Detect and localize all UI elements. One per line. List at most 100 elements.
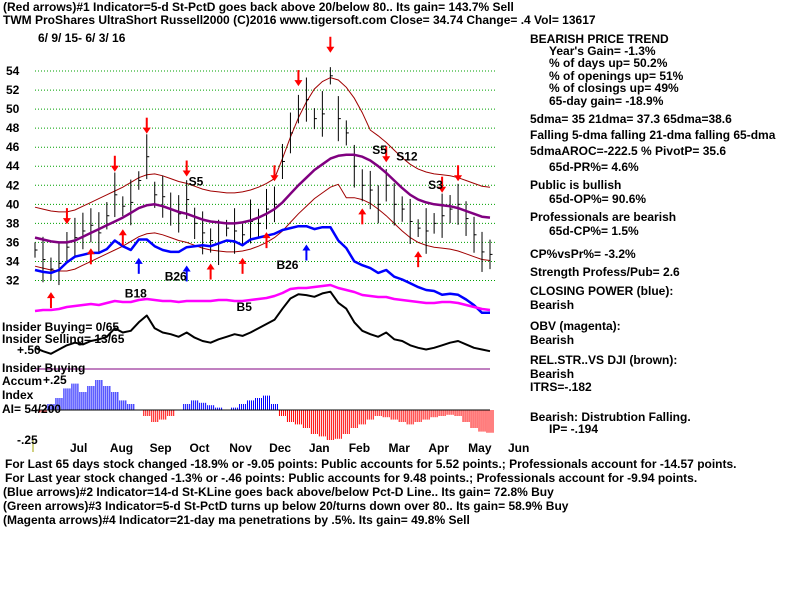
closing-power-line (34, 224, 490, 315)
buy-signal-arrow-head (262, 232, 271, 239)
sell-arrow-head (294, 80, 303, 87)
y-tick-label: 34 (6, 254, 20, 268)
buy-signal-arrow-head (238, 257, 247, 264)
accum-label: Accum (2, 374, 43, 388)
accum-title: Bearish: Distrubtion Falling. (530, 410, 691, 424)
buy-signal-arrow-head (118, 229, 127, 236)
x-tick-label: Mar (389, 441, 411, 455)
relstr-title: REL.STR..VS DJI (brown): (530, 353, 678, 367)
signal-label: B26 (276, 258, 298, 272)
blue-arrow-head (182, 265, 191, 272)
signal-label: S12 (396, 150, 418, 164)
sell-arrow-head (382, 156, 391, 163)
footer-line-2: For Last year stock changed -1.3% or -.4… (5, 471, 698, 485)
sell-arrow-head (454, 175, 463, 182)
price-bands (34, 77, 491, 272)
x-tick-label: Jan (309, 441, 330, 455)
signal-label: B26 (165, 269, 187, 283)
pr-line: 65d-PR%= 4.6% (549, 160, 639, 174)
prof-title: Professionals are bearish (530, 210, 677, 224)
chart-title: TWM ProShares UltraShort Russell2000 (C)… (3, 13, 596, 27)
strength: Strength Profess/Pub= 2.6 (530, 265, 680, 279)
insider-selling-count: Insider Selling= 13/65 (2, 332, 125, 346)
signal-label: S5 (372, 143, 387, 157)
plus50-label: +.50 (17, 343, 41, 357)
public-title: Public is bullish (530, 178, 622, 192)
footer-line-3: (Blue arrows)#2 Indicator=14-d St-KLine … (3, 485, 554, 499)
header-indicator-1: (Red arrows)#1 Indicator=5-d St-PctD goe… (3, 0, 514, 14)
y-tick-label: 46 (6, 140, 20, 154)
x-tick-label: Sep (150, 441, 172, 455)
x-tick-label: Jun (508, 441, 529, 455)
x-tick-label: Feb (349, 441, 370, 455)
ip-value: IP= -.194 (549, 422, 599, 436)
minus25-label: -.25 (17, 433, 38, 447)
buy-signal-arrow-head (358, 208, 367, 215)
sell-arrow-head (110, 165, 119, 172)
accumulation-histogram (35, 380, 494, 440)
upper-band (34, 77, 491, 213)
trend-title: BEARISH PRICE TREND (530, 32, 669, 46)
sell-arrow-head (62, 218, 71, 225)
openings-up: % of openings up= 51% (549, 69, 684, 83)
lower-band (34, 183, 491, 272)
x-axis-labels: Jul Aug Sep Oct Nov Dec Jan Feb Mar Apr May Jun (32, 440, 529, 455)
rel-strength-line (34, 290, 491, 355)
footer-line-5: (Magenta arrows)#4 Indicator=21-day ma p… (3, 513, 470, 527)
obv-line (34, 283, 491, 313)
falling-line: Falling 5-dma falling 21-dma falling 65-… (530, 128, 776, 142)
date-range: 6/ 9/ 15- 6/ 3/ 16 (38, 31, 126, 45)
x-tick-label: Oct (189, 441, 209, 455)
signal-label: S3 (428, 178, 443, 192)
signal-label: B5 (237, 300, 253, 314)
index-label: Index (2, 388, 34, 402)
y-tick-label: 32 (6, 273, 20, 287)
y-tick-label: 42 (6, 178, 20, 192)
obv-value: Bearish (530, 333, 575, 347)
cpvspr: CP%vsPr%= -3.2% (530, 247, 636, 261)
x-tick-label: Jul (70, 441, 87, 455)
op-line: 65d-OP%= 90.6% (549, 192, 647, 206)
y-axis-ticks: 32 34 36 38 40 42 44 46 48 50 52 54 (6, 64, 20, 287)
y-tick-label: 36 (6, 235, 20, 249)
itrs: ITRS=-.182 (530, 380, 592, 394)
sell-arrow-head (438, 186, 447, 193)
sell-arrow-head (326, 46, 335, 53)
days-up: % of days up= 50.2% (549, 56, 668, 70)
ma65-line (34, 153, 491, 244)
buy-signal-arrow-head (86, 248, 95, 255)
ai-label: AI= 54/200 (2, 402, 62, 416)
insider-buying-label: Insider Buying (2, 361, 86, 375)
aroc-line: 5dmaAROC=-222.5 % PivotP= 35.6 (530, 144, 727, 158)
closing-power-value: Bearish (530, 298, 575, 312)
obv-title: OBV (magenta): (530, 319, 621, 333)
sell-arrow-head (182, 170, 191, 177)
y-tick-label: 44 (6, 159, 20, 173)
years-gain: Year's Gain= -1.3% (549, 44, 656, 58)
y-tick-label: 54 (6, 64, 20, 78)
sell-arrow-head (142, 127, 151, 134)
dma-line: 5dma= 35 21dma= 37.3 65dma=38.6 (530, 112, 732, 126)
buy-signal-arrow-head (46, 292, 55, 299)
closings-up: % of closings up= 49% (549, 81, 679, 95)
signal-annotations: B18 B26 S5 B5 B26 S5 S12 S3 (125, 143, 443, 314)
blue-arrow-head (302, 244, 311, 251)
buy-signal-arrow-head (206, 263, 215, 270)
buy-signal-arrow-head (414, 251, 423, 258)
closing-power-title: CLOSING POWER (blue): (530, 284, 674, 298)
day65-gain: 65-day gain= -18.9% (549, 94, 664, 108)
y-tick-label: 38 (6, 216, 20, 230)
y-tick-label: 50 (6, 102, 20, 116)
y-tick-label: 48 (6, 121, 20, 135)
y-tick-label: 40 (6, 197, 20, 211)
cp-line: 65d-CP%= 1.5% (549, 224, 639, 238)
insider-buying-count: Insider Buying= 0/65 (2, 320, 120, 334)
signal-label: B18 (125, 287, 147, 301)
signal-arrows (46, 36, 463, 309)
sell-arrow-head (270, 175, 279, 182)
blue-arrow-head (134, 257, 143, 264)
x-tick-label: Aug (110, 441, 133, 455)
relstr-value: Bearish (530, 367, 575, 381)
x-tick-label: Apr (428, 441, 449, 455)
